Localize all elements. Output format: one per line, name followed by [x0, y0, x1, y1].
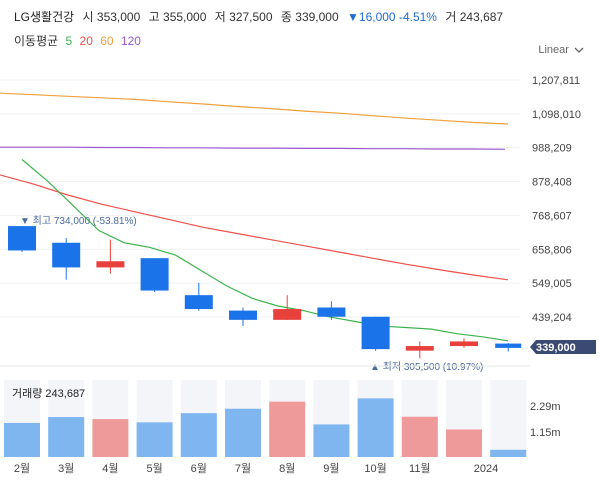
volume-bar: [357, 398, 394, 457]
price-tag-text: 339,000: [536, 342, 576, 354]
moving-average-label: 이동평균: [14, 34, 59, 48]
moving-average-legend: 이동평균 5 20 60 120: [14, 32, 145, 49]
change-percent: -4.51%: [398, 10, 437, 24]
ma-line-ma5: [21, 159, 509, 342]
candle-body: [405, 346, 434, 351]
ma-line-ma120: [0, 146, 506, 150]
candle-body: [273, 309, 302, 320]
scale-label: Linear: [538, 44, 569, 56]
candle-body: [229, 310, 257, 320]
volume-bar: [48, 417, 85, 457]
candle-body: [317, 307, 346, 317]
y-tick-label: 878,408: [532, 177, 572, 189]
price-tag-bg: [530, 340, 596, 354]
x-tick-label: 6월: [191, 462, 207, 475]
volume-bar: [225, 408, 261, 457]
y-tick-label: 1,207,811: [532, 75, 580, 87]
volume-value: 243,687: [459, 10, 504, 24]
chevron-down-icon: [574, 47, 584, 54]
low-label: 저: [214, 10, 226, 24]
volume-bar: [490, 449, 527, 457]
high-annotation: ▼ 최고 734,000 (-53.81%): [20, 215, 137, 227]
volume-bar-bg: [490, 380, 527, 457]
y-tick-label: 988,209: [532, 143, 572, 155]
y-tick-label: 439,204: [532, 312, 572, 324]
x-tick-label: 2024: [474, 463, 498, 475]
candle-body: [8, 226, 36, 251]
candle-body: [450, 341, 478, 347]
high-label: 고: [148, 10, 160, 24]
ma-line-ma60: [0, 92, 509, 125]
x-tick-label: 8월: [279, 462, 295, 475]
x-tick-label: 9월: [323, 462, 339, 475]
volume-bar: [313, 424, 350, 457]
candle-body: [495, 343, 522, 348]
x-tick-label: 2월: [14, 462, 30, 475]
volume-bar: [269, 401, 306, 457]
volume-bar: [92, 419, 129, 457]
ma60-legend[interactable]: 60: [100, 34, 114, 48]
y-tick-label: 768,607: [532, 210, 572, 222]
close-value: 339,000: [295, 10, 339, 24]
ma120-legend[interactable]: 120: [120, 34, 141, 48]
y-tick-label: 658,806: [532, 244, 572, 256]
change-value: 16,000: [358, 10, 396, 24]
candle-body: [52, 242, 81, 268]
open-label: 시: [82, 10, 94, 24]
stock-name: LG생활건강: [14, 10, 75, 24]
open-value: 353,000: [96, 10, 141, 24]
high-value: 355,000: [163, 10, 207, 24]
volume-bar: [446, 429, 482, 457]
y-tick-label: 1,098,010: [532, 109, 581, 121]
y-tick-label: 549,005: [532, 278, 572, 290]
volume-bar: [401, 416, 438, 457]
low-value: 327,500: [229, 10, 273, 24]
volume-label: 거: [445, 10, 457, 24]
volume-title: 거래량 243,687: [12, 388, 86, 400]
scale-toggle[interactable]: Linear: [538, 44, 584, 56]
stock-header: LG생활건강 시 353,000 고 355,000 저 327,500 종 3…: [14, 8, 503, 25]
x-tick-label: 11월: [409, 462, 431, 475]
x-tick-label: 4월: [102, 462, 118, 475]
candle-body: [96, 261, 125, 268]
volume-bar: [136, 422, 173, 457]
volume-bar: [180, 413, 217, 457]
close-label: 종: [280, 10, 292, 24]
x-tick-label: 5월: [146, 462, 162, 475]
low-annotation: ▲ 최저 305,500 (10.97%): [370, 361, 483, 373]
ma5-legend[interactable]: 5: [65, 34, 73, 48]
ma-line-ma20: [0, 174, 509, 281]
x-tick-label: 10월: [364, 462, 386, 475]
candle-body: [361, 316, 390, 350]
volume-bar: [4, 422, 40, 457]
candle-body: [140, 258, 169, 291]
ma20-legend[interactable]: 20: [79, 34, 93, 48]
change-arrow-icon: ▼: [347, 10, 359, 24]
candle-body: [184, 295, 213, 310]
volume-tick-high: 2.29m: [530, 401, 561, 413]
x-tick-label: 7월: [235, 462, 251, 475]
current-price-tag: 339,000: [530, 340, 596, 354]
x-tick-label: 3월: [58, 462, 74, 475]
volume-tick-mid: 1.15m: [530, 427, 561, 439]
